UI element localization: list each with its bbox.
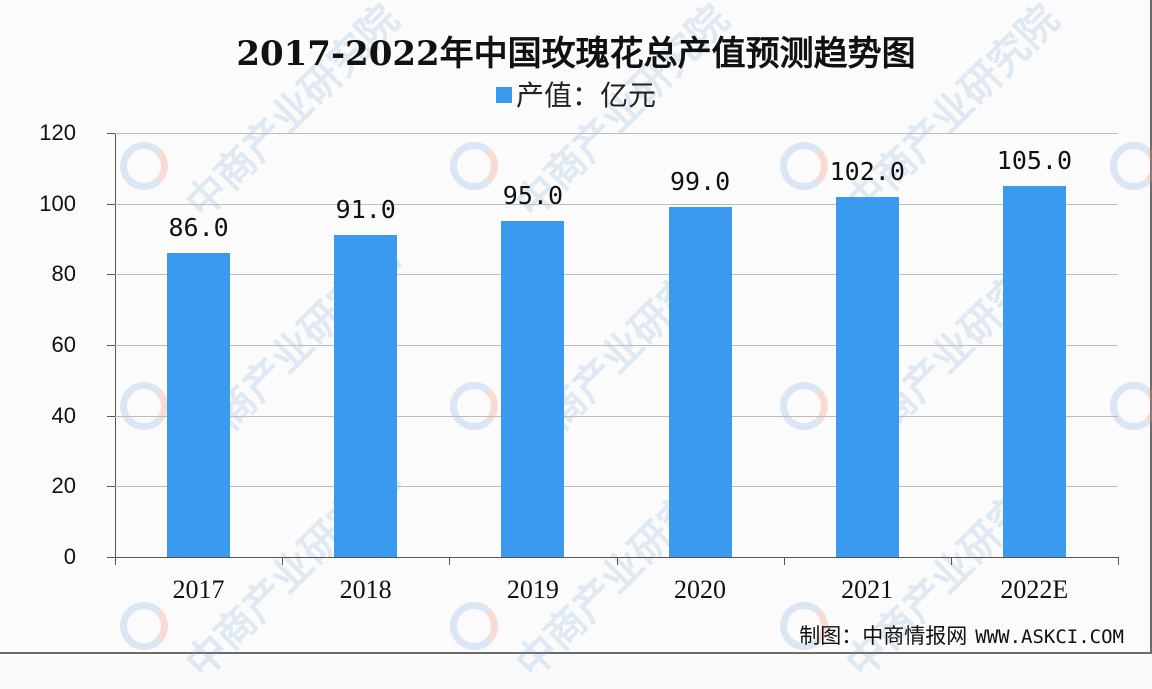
y-tick (107, 557, 115, 558)
x-tick (1118, 557, 1119, 565)
footer-credit: 制图：中商情报网 (799, 624, 968, 648)
x-tick (784, 557, 785, 565)
x-axis (115, 557, 1118, 558)
bar-2017 (167, 253, 231, 557)
bar-value-label: 91.0 (335, 195, 396, 225)
y-tick-label: 80 (51, 261, 76, 287)
plot-area: 0 20 40 60 80 100 120 86.0 2017 91.0 2018 95.0 2019 9… (39, 120, 1119, 604)
chart-footer: 制图：中商情报网 WWW.ASKCI.COM (799, 620, 1124, 650)
x-tick (449, 557, 450, 565)
y-tick (107, 203, 115, 205)
y-tick (107, 133, 115, 134)
x-tick-label: 2018 (339, 575, 392, 604)
gridline (115, 345, 1118, 346)
legend-swatch-icon (495, 87, 512, 103)
y-tick-label: 60 (51, 332, 76, 357)
gridline (115, 133, 1118, 134)
gridline (115, 415, 1118, 417)
y-tick (107, 486, 115, 488)
gridline (115, 203, 1118, 205)
x-tick-label: 2022E (1000, 575, 1069, 604)
bar-2019 (501, 221, 565, 557)
x-tick-label: 2019 (506, 575, 559, 604)
bar-value-label: 105.0 (996, 146, 1073, 175)
bar-2018 (334, 235, 398, 557)
x-tick (617, 557, 618, 565)
x-tick (282, 557, 283, 565)
y-tick-label: 20 (51, 473, 76, 499)
legend-label: 产值：亿元 (515, 79, 656, 112)
y-tick-label: 120 (39, 120, 76, 145)
y-tick-label: 100 (39, 190, 76, 216)
bar-2022E (1002, 186, 1066, 557)
bar-value-label: 99.0 (669, 167, 731, 197)
x-tick (951, 557, 952, 565)
y-tick-label: 0 (63, 544, 76, 569)
gridline (115, 486, 1118, 488)
y-tick-label: 40 (51, 402, 76, 428)
x-tick-label: 2020 (674, 575, 726, 604)
x-tick (115, 557, 116, 565)
bar-2020 (668, 207, 732, 557)
bar-value-label: 95.0 (502, 181, 564, 211)
x-tick-label: 2017 (172, 575, 225, 604)
y-tick (107, 415, 115, 417)
bar-2021 (835, 196, 899, 557)
y-tick (107, 345, 115, 346)
bar-value-label: 86.0 (168, 213, 229, 243)
chart-legend: 产值：亿元 (0, 74, 1152, 114)
y-tick (107, 274, 115, 276)
x-tick-label: 2021 (841, 575, 894, 604)
chart-title: 2017-2022年中国玫瑰花总产值预测趋势图 (236, 34, 916, 74)
bar-value-label: 102.0 (829, 156, 905, 186)
gridline (115, 274, 1118, 276)
footer-url: WWW.ASKCI.COM (975, 626, 1124, 648)
